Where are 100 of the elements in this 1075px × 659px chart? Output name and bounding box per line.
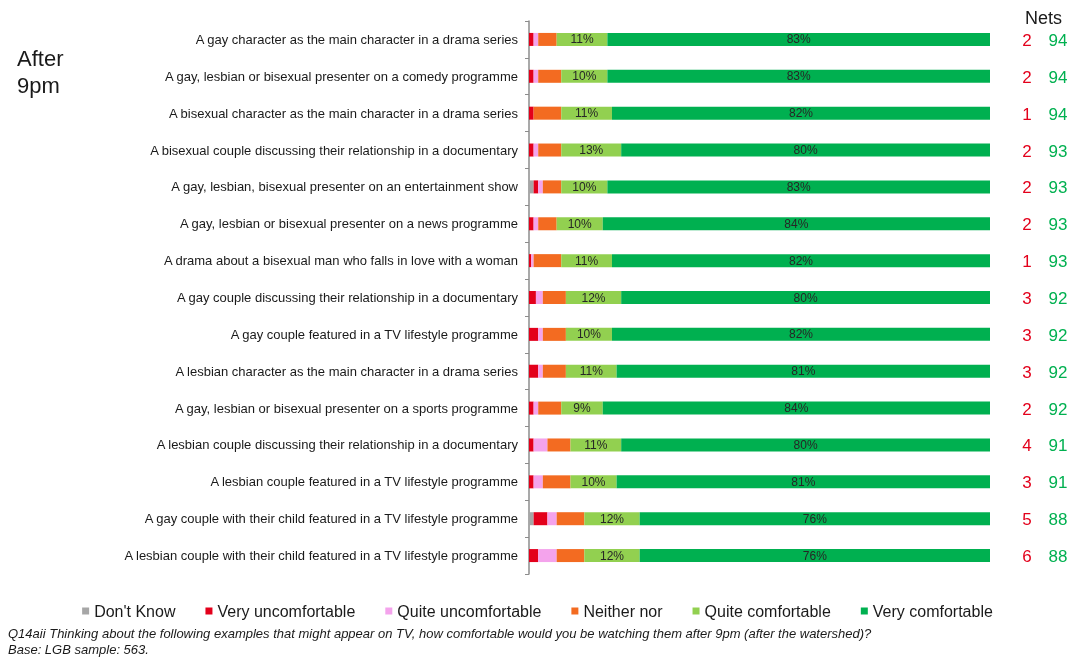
bar <box>529 291 536 304</box>
text: 93 <box>1048 178 1068 198</box>
bar <box>621 438 990 452</box>
bar <box>621 143 990 157</box>
y-tick-label: A lesbian couple with their child featured in a TV lifestyle programme <box>124 548 518 564</box>
text: 93 <box>1048 215 1068 235</box>
data-label: 11% <box>579 364 604 379</box>
legend-label: Quite comfortable <box>704 602 831 620</box>
bar <box>529 401 534 415</box>
bar <box>529 438 534 452</box>
legend-label: Neither nor <box>583 602 664 620</box>
bar <box>639 512 990 526</box>
text: 4 <box>1022 436 1032 456</box>
bar <box>616 475 990 489</box>
bar <box>547 438 571 452</box>
bar <box>556 549 585 563</box>
legend-label: Very uncomfortable <box>217 602 356 620</box>
text: 88 <box>1048 547 1068 567</box>
y-tick-label: A gay couple featured in a TV lifestyle programme <box>230 326 518 342</box>
data-label: 83% <box>786 69 812 84</box>
text: 2 <box>1022 67 1032 87</box>
bar <box>602 401 990 415</box>
legend-label: Don't Know <box>94 602 176 620</box>
data-label: 82% <box>788 253 814 268</box>
text: 91 <box>1048 473 1068 493</box>
bar <box>533 254 562 268</box>
data-label: 13% <box>579 143 604 158</box>
bar <box>602 217 990 231</box>
y-tick-label: A gay couple with their child featured in a TV lifestyle programme <box>144 511 518 527</box>
bar <box>538 327 543 341</box>
y-tick-label: A gay couple discussing their relationship in a documentary <box>176 290 519 305</box>
bar <box>639 549 990 563</box>
y-tick-label: A gay, lesbian or bisexual presenter on a news programme <box>180 216 518 232</box>
text: After 9pm <box>17 46 70 98</box>
text: 3 <box>1022 289 1032 308</box>
bar <box>538 143 562 157</box>
data-label: 10% <box>581 474 606 489</box>
text: 93 <box>1048 252 1068 272</box>
text: Q14aii Thinking about the following examples that might appear on TV, how comfortable would you be watching them after 9pm (after the watershed)? <box>8 625 873 641</box>
text: 93 <box>1048 141 1068 161</box>
bar <box>533 106 562 120</box>
text: 2 <box>1022 30 1032 50</box>
data-label: 80% <box>793 437 818 452</box>
text: 3 <box>1022 325 1032 345</box>
bar <box>607 32 990 46</box>
text: 92 <box>1048 289 1068 308</box>
text: 3 <box>1022 473 1032 493</box>
text: 2 <box>1022 141 1032 161</box>
data-label: 84% <box>784 216 809 231</box>
bar <box>529 69 534 83</box>
text: 91 <box>1048 436 1068 456</box>
text: 2 <box>1022 399 1032 419</box>
bar <box>542 180 562 194</box>
bar <box>529 32 534 46</box>
data-label: 11% <box>584 437 608 452</box>
bar <box>607 180 990 194</box>
y-tick-label: A lesbian couple featured in a TV lifestyle programme <box>210 474 518 490</box>
data-label: 81% <box>791 364 816 379</box>
bar <box>542 475 571 489</box>
text: 2 <box>1022 215 1032 235</box>
bar <box>529 143 534 157</box>
bar <box>547 512 557 526</box>
bar <box>538 401 562 415</box>
text: 94 <box>1048 67 1068 87</box>
text: 92 <box>1048 325 1068 345</box>
bar <box>538 549 557 563</box>
bar <box>621 291 990 304</box>
text: 92 <box>1048 399 1068 419</box>
data-label: 10% <box>567 216 593 231</box>
data-label: 12% <box>581 290 606 305</box>
bar <box>529 180 534 194</box>
text: 5 <box>1022 510 1032 530</box>
bar <box>542 291 566 304</box>
bar <box>542 364 566 378</box>
data-label: 11% <box>575 253 599 268</box>
bar <box>529 475 534 489</box>
bar <box>535 291 543 304</box>
bar <box>607 69 990 83</box>
bar <box>529 549 539 563</box>
bar <box>533 475 543 489</box>
y-tick-label: A gay, lesbian or bisexual presenter on a sports programme <box>175 400 518 416</box>
data-label: 82% <box>788 106 814 121</box>
data-label: 76% <box>802 548 828 563</box>
bar <box>538 69 562 83</box>
text: 6 <box>1022 547 1032 567</box>
legend-label: Very comfortable <box>872 602 993 620</box>
data-label: 11% <box>570 32 594 47</box>
bar <box>538 32 557 46</box>
text: 1 <box>1022 252 1032 272</box>
y-tick-label: A lesbian couple discussing their relationship in a documentary <box>156 437 519 453</box>
bar <box>529 217 534 231</box>
y-tick-label: A gay, lesbian, bisexual presenter on an entertainment show <box>171 179 519 195</box>
text: 94 <box>1048 104 1068 124</box>
bar <box>611 106 990 120</box>
data-label: 82% <box>788 327 814 342</box>
data-label: 83% <box>786 179 812 194</box>
y-tick-label: A bisexual couple discussing their relationship in a documentary <box>150 142 519 158</box>
bar <box>611 254 990 268</box>
data-label: 80% <box>793 143 818 158</box>
bar <box>556 512 585 526</box>
